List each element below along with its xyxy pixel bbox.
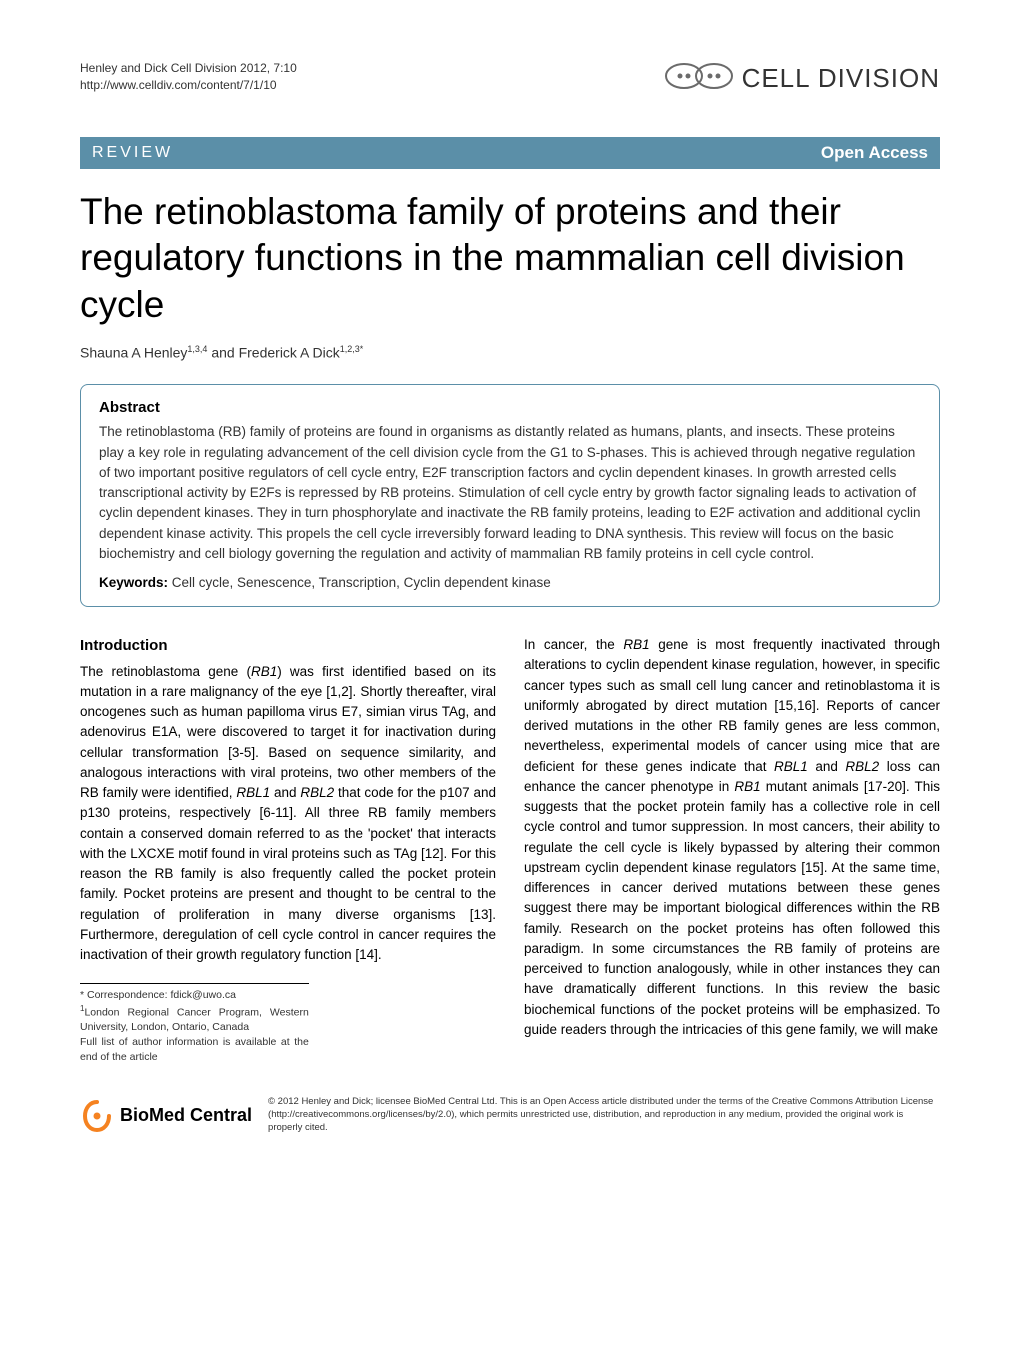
column-right: In cancer, the RB1 gene is most frequent… — [524, 635, 940, 1064]
keywords-text: Cell cycle, Senescence, Transcription, C… — [168, 575, 551, 590]
open-access-label: Open Access — [821, 143, 928, 163]
introduction-heading: Introduction — [80, 635, 496, 658]
correspondence: * Correspondence: fdick@uwo.ca — [80, 988, 309, 1003]
bmc-text: BioMed Central — [120, 1105, 252, 1126]
page-header: Henley and Dick Cell Division 2012, 7:10… — [80, 60, 940, 97]
bmc-bio: BioMed — [120, 1105, 185, 1125]
affiliation-text: London Regional Cancer Program, Western … — [80, 1007, 309, 1034]
biomed-central-logo: BioMed Central — [80, 1099, 252, 1133]
article-title: The retinoblastoma family of proteins an… — [80, 189, 940, 328]
bmc-icon — [80, 1099, 114, 1133]
abstract-heading: Abstract — [99, 399, 921, 416]
cell-division-icon — [664, 60, 734, 97]
author-list: Shauna A Henley1,3,4 and Frederick A Dic… — [80, 344, 940, 361]
article-type-banner: REVIEW Open Access — [80, 137, 940, 169]
abstract-text: The retinoblastoma (RB) family of protei… — [99, 422, 921, 564]
page-footer: BioMed Central © 2012 Henley and Dick; l… — [80, 1088, 940, 1134]
license-text: © 2012 Henley and Dick; licensee BioMed … — [268, 1096, 940, 1134]
footnotes: * Correspondence: fdick@uwo.ca 1London R… — [80, 983, 309, 1064]
bmc-central: Central — [185, 1105, 252, 1125]
journal-name: CELL DIVISION — [742, 63, 940, 94]
author-info-note: Full list of author information is avail… — [80, 1035, 309, 1064]
citation-block: Henley and Dick Cell Division 2012, 7:10… — [80, 60, 297, 94]
citation-url: http://www.celldiv.com/content/7/1/10 — [80, 77, 297, 94]
abstract-box: Abstract The retinoblastoma (RB) family … — [80, 384, 940, 607]
intro-paragraph-2: In cancer, the RB1 gene is most frequent… — [524, 635, 940, 1040]
affiliation: 1London Regional Cancer Program, Western… — [80, 1003, 309, 1035]
body-columns: Introduction The retinoblastoma gene (RB… — [80, 635, 940, 1064]
citation-line: Henley and Dick Cell Division 2012, 7:10 — [80, 60, 297, 77]
article-type-label: REVIEW — [92, 144, 173, 162]
keywords-label: Keywords: — [99, 575, 168, 590]
column-left: Introduction The retinoblastoma gene (RB… — [80, 635, 496, 1064]
keywords-row: Keywords: Cell cycle, Senescence, Transc… — [99, 574, 921, 592]
intro-paragraph-1: The retinoblastoma gene (RB1) was first … — [80, 662, 496, 966]
journal-logo: CELL DIVISION — [664, 60, 940, 97]
